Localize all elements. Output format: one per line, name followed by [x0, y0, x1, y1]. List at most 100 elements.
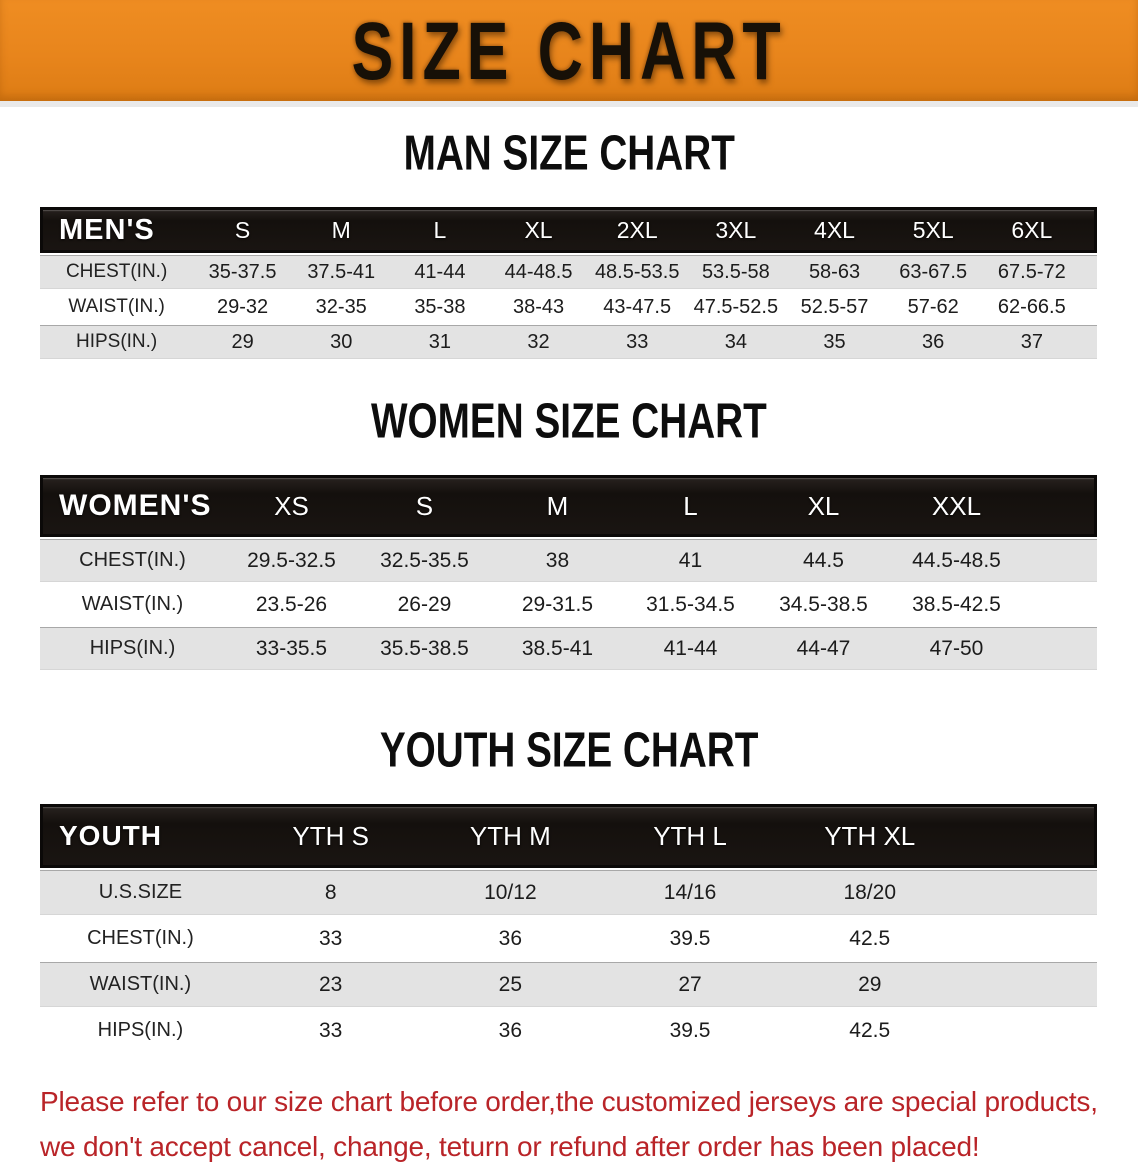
size-value: 35	[785, 325, 884, 359]
size-value: 29-31.5	[521, 592, 594, 616]
header-spacer	[1023, 475, 1097, 537]
size-value: 43-47.5	[603, 295, 672, 318]
table-row: WAIST(IN.) 23.5-26 26-29 29-31.5 31.5-34.5 34…	[40, 584, 1097, 625]
size-value: 10/12	[420, 870, 601, 915]
table-header-row: MEN'S S M L XL 2XL 3XL 4XL 5XL 6XL	[40, 207, 1097, 253]
size-value: 39.5	[669, 1018, 711, 1042]
size-value: 48.5-53.5	[587, 255, 687, 289]
size-value: 58-63	[785, 255, 884, 289]
row-spacer	[960, 1009, 1097, 1052]
size-column-header: L	[390, 207, 490, 253]
size-value: 42.5	[849, 926, 891, 950]
row-spacer	[1023, 627, 1097, 670]
table-corner-label: YOUTH	[40, 804, 241, 868]
row-spacer	[959, 962, 1097, 1007]
section-heading-text: MAN SIZE CHART	[403, 126, 735, 181]
size-column-header: 3XL	[686, 207, 786, 253]
size-value: 47.5-52.5	[693, 295, 779, 318]
size-value: 23.5-26	[255, 592, 328, 616]
row-spacer	[1081, 325, 1097, 359]
size-column-header: XXL	[889, 475, 1024, 537]
size-column-header: M	[490, 475, 624, 537]
section-heading: YOUTH SIZE CHART	[0, 672, 1138, 778]
size-value: 35.5-38.5	[357, 627, 491, 670]
size-value: 29	[193, 325, 292, 359]
size-column-header: XS	[224, 475, 358, 537]
size-value: 34.5-38.5	[779, 592, 868, 616]
size-value: 32	[489, 325, 588, 359]
women-size-table: WOMEN'S XS S M L XL XXL CHEST(IN.) 29.5-32.5 32.5…	[40, 473, 1097, 672]
men-size-table: MEN'S S M L XL 2XL 3XL 4XL 5XL 6XL CHEST(IN.) 35-37…	[40, 205, 1097, 361]
men-size-section: MAN SIZE CHART MEN'S S M L XL 2XL 3XL 4XL 5XL 6XL…	[0, 107, 1138, 361]
table-row: HIPS(IN.) 29 30 31 32 33 34 35 36 37	[40, 325, 1097, 359]
size-value: 23	[240, 962, 421, 1007]
section-heading-text: WOMEN SIZE CHART	[371, 394, 767, 449]
size-value: 33-35.5	[224, 627, 358, 670]
size-value: 25	[420, 962, 601, 1007]
size-value: 26-29	[397, 592, 452, 616]
size-value: 31	[390, 325, 490, 359]
size-value: 35-38	[414, 295, 466, 318]
row-label: WAIST(IN.)	[40, 962, 241, 1007]
size-value: 29-32	[217, 295, 269, 318]
size-value: 37.5-41	[291, 255, 391, 289]
table-row: HIPS(IN.) 33-35.5 35.5-38.5 38.5-41 41-44 44-…	[40, 627, 1097, 670]
size-column-header: S	[193, 207, 292, 253]
size-value: 8	[240, 870, 421, 915]
size-column-header: M	[291, 207, 391, 253]
size-column-header: YTH M	[420, 804, 601, 868]
size-value: 67.5-72	[982, 255, 1082, 289]
size-value: 34	[686, 325, 786, 359]
size-value: 42.5	[849, 1018, 891, 1042]
size-value: 44-48.5	[489, 255, 588, 289]
size-value: 14/16	[600, 870, 780, 915]
table-corner-label: MEN'S	[40, 207, 194, 253]
disclaimer-text: Please refer to our size chart before or…	[40, 1080, 1100, 1170]
size-column-header: YTH L	[600, 804, 780, 868]
size-column-header: S	[357, 475, 491, 537]
size-value: 36	[498, 1018, 523, 1042]
size-value: 36	[883, 325, 983, 359]
table-row: CHEST(IN.) 29.5-32.5 32.5-35.5 38 41 44.5 44.5…	[40, 539, 1097, 582]
row-spacer	[1023, 539, 1097, 582]
size-column-header: XL	[756, 475, 890, 537]
table-row: WAIST(IN.) 29-32 32-35 35-38 38-43 43-47.5 47.…	[40, 291, 1097, 323]
size-value: 62-66.5	[997, 295, 1066, 318]
size-column-header: 6XL	[982, 207, 1082, 253]
banner-title: SIZE CHART	[351, 4, 787, 97]
size-value: 35-37.5	[193, 255, 292, 289]
row-label: HIPS(IN.)	[40, 627, 225, 670]
size-value: 33	[318, 926, 343, 950]
banner: SIZE CHART	[0, 0, 1138, 107]
size-value: 36	[498, 926, 523, 950]
size-value: 41-44	[390, 255, 490, 289]
size-column-header: YTH XL	[779, 804, 960, 868]
row-label: HIPS(IN.)	[97, 1019, 184, 1041]
row-spacer	[959, 870, 1097, 915]
size-value: 52.5-57	[800, 295, 869, 318]
size-value: 29.5-32.5	[224, 539, 358, 582]
size-value: 38.5-42.5	[912, 592, 1001, 616]
table-header-row: WOMEN'S XS S M L XL XXL	[40, 475, 1097, 537]
size-value: 57-62	[907, 295, 959, 318]
table-row: CHEST(IN.) 35-37.5 37.5-41 41-44 44-48.5 48.5…	[40, 255, 1097, 289]
size-value: 18/20	[779, 870, 960, 915]
size-value: 32-35	[315, 295, 367, 318]
table-corner-label: WOMEN'S	[40, 475, 225, 537]
size-value: 29	[779, 962, 960, 1007]
row-spacer	[960, 917, 1097, 960]
row-label: U.S.SIZE	[40, 870, 241, 915]
size-column-header: L	[623, 475, 757, 537]
size-column-header: 5XL	[883, 207, 983, 253]
row-label: CHEST(IN.)	[40, 255, 194, 289]
disclaimer-line: Please refer to our size chart before or…	[40, 1086, 1098, 1117]
size-value: 27	[600, 962, 780, 1007]
size-value: 44-47	[756, 627, 890, 670]
size-value: 32.5-35.5	[357, 539, 491, 582]
section-heading: WOMEN SIZE CHART	[0, 361, 1138, 449]
row-label: CHEST(IN.)	[40, 539, 225, 582]
size-value: 44.5	[756, 539, 890, 582]
size-value: 37	[982, 325, 1082, 359]
size-value: 31.5-34.5	[646, 592, 735, 616]
row-label: HIPS(IN.)	[40, 325, 194, 359]
